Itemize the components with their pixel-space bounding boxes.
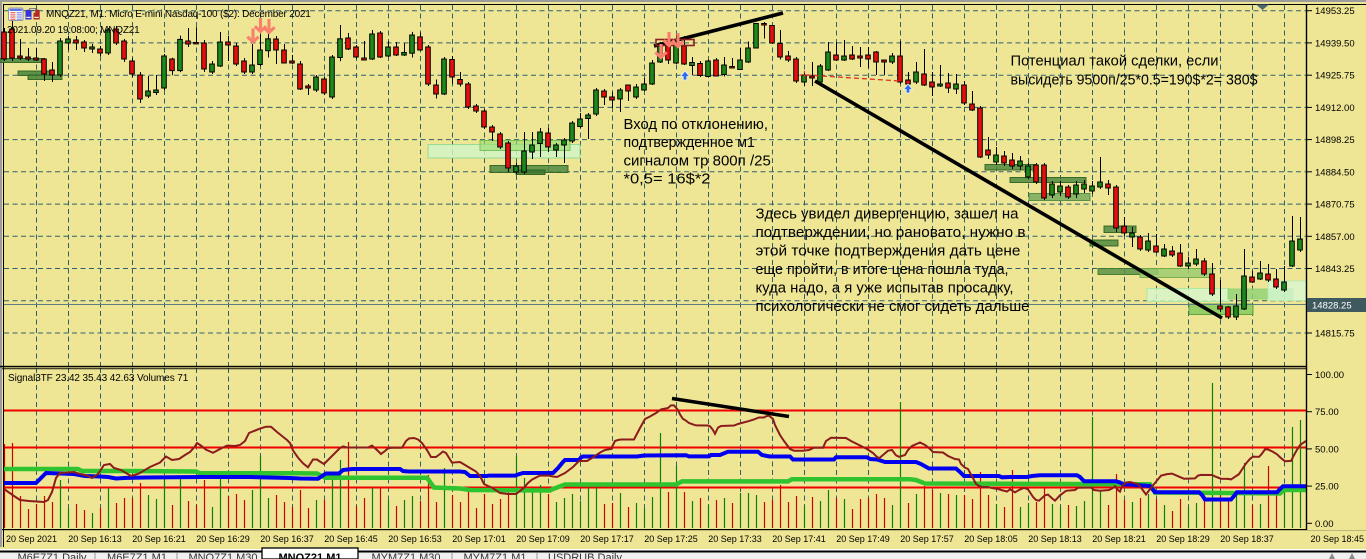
svg-text:14953.25: 14953.25 bbox=[1315, 6, 1355, 17]
svg-text:75.00: 75.00 bbox=[1315, 407, 1339, 418]
svg-text:20 Sep 17:49: 20 Sep 17:49 bbox=[836, 534, 890, 544]
svg-text:MYM7Z1 M1: MYM7Z1 M1 bbox=[464, 552, 527, 559]
svg-text:20 Sep 18:05: 20 Sep 18:05 bbox=[964, 534, 1018, 544]
svg-text:14870.75: 14870.75 bbox=[1315, 200, 1355, 211]
svg-text:20 Sep 18:45: 20 Sep 18:45 bbox=[1310, 534, 1364, 544]
svg-text:0.00: 0.00 bbox=[1315, 519, 1334, 530]
svg-text:MNQZ21, M1: Micro E-mini Nasd: MNQZ21, M1: Micro E-mini Nasdaq-100 ($2)… bbox=[46, 9, 311, 20]
svg-text:*0,5= 16$*2: *0,5= 16$*2 bbox=[624, 172, 711, 188]
svg-text:сигналом тр 800п /25: сигналом тр 800п /25 bbox=[624, 153, 771, 169]
svg-text:подтверждении, но рановато, ну: подтверждении, но рановато, нужно в bbox=[756, 225, 1026, 241]
svg-text:25.00: 25.00 bbox=[1315, 482, 1339, 493]
svg-text:MNQZ21 M1: MNQZ21 M1 bbox=[279, 552, 342, 559]
svg-text:высидеть 9500п/25*0.5=190$*2=: высидеть 9500п/25*0.5=190$*2= 380$ bbox=[1011, 72, 1258, 88]
svg-text:20 Sep 16:37: 20 Sep 16:37 bbox=[260, 534, 314, 544]
svg-text:20 Sep 17:17: 20 Sep 17:17 bbox=[580, 534, 634, 544]
svg-text:Вход по отклонению,: Вход по отклонению, bbox=[624, 117, 769, 133]
svg-text:M6E7Z1 M1: M6E7Z1 M1 bbox=[107, 552, 167, 559]
svg-text:20 Sep 17:41: 20 Sep 17:41 bbox=[772, 534, 826, 544]
svg-text:психологически не смог сидеть: психологически не смог сидеть дальше bbox=[756, 299, 1030, 315]
svg-text:50.00: 50.00 bbox=[1315, 444, 1339, 455]
svg-text:MNQ7Z1 M30: MNQ7Z1 M30 bbox=[188, 552, 257, 559]
svg-text:14828.25: 14828.25 bbox=[1312, 301, 1352, 312]
svg-text:14898.25: 14898.25 bbox=[1315, 135, 1355, 146]
svg-text:14925.75: 14925.75 bbox=[1315, 71, 1355, 82]
svg-text:20 Sep 16:53: 20 Sep 16:53 bbox=[388, 534, 442, 544]
svg-text:14857.00: 14857.00 bbox=[1315, 232, 1355, 243]
svg-text:20 Sep 18:21: 20 Sep 18:21 bbox=[1092, 534, 1146, 544]
svg-text:20 Sep 18:29: 20 Sep 18:29 bbox=[1156, 534, 1210, 544]
svg-text:14815.75: 14815.75 bbox=[1315, 329, 1355, 340]
svg-text:20 Sep 16:13: 20 Sep 16:13 bbox=[68, 534, 122, 544]
svg-text:20 Sep 17:25: 20 Sep 17:25 bbox=[644, 534, 698, 544]
svg-text:20 Sep 17:33: 20 Sep 17:33 bbox=[708, 534, 762, 544]
svg-text:подтвержденное м1: подтвержденное м1 bbox=[624, 135, 755, 151]
svg-text:20 Sep 2021: 20 Sep 2021 bbox=[6, 534, 57, 544]
svg-text:Здесь увидел дивергенцию, заше: Здесь увидел дивергенцию, зашел на bbox=[756, 207, 1020, 223]
svg-text:14884.50: 14884.50 bbox=[1315, 167, 1355, 178]
svg-text:20 Sep 17:01: 20 Sep 17:01 bbox=[452, 534, 506, 544]
svg-text:M6E7Z1 Daily: M6E7Z1 Daily bbox=[17, 552, 87, 559]
svg-text:20 Sep 18:13: 20 Sep 18:13 bbox=[1028, 534, 1082, 544]
svg-text:14939.50: 14939.50 bbox=[1315, 38, 1355, 49]
svg-text:20 Sep 18:37: 20 Sep 18:37 bbox=[1220, 534, 1274, 544]
svg-text:20 Sep 16:29: 20 Sep 16:29 bbox=[196, 534, 250, 544]
svg-text:этой точке подтверждения дать: этой точке подтверждения дать цене bbox=[756, 244, 1021, 260]
svg-text:Потенциал такой сделки, если: Потенциал такой сделки, если bbox=[1011, 54, 1219, 70]
svg-text:14912.00: 14912.00 bbox=[1315, 103, 1355, 114]
svg-text:14843.25: 14843.25 bbox=[1315, 264, 1355, 275]
svg-text:20 Sep 17:57: 20 Sep 17:57 bbox=[900, 534, 954, 544]
svg-text:20 Sep 17:09: 20 Sep 17:09 bbox=[516, 534, 570, 544]
svg-text:20 Sep 16:45: 20 Sep 16:45 bbox=[324, 534, 378, 544]
svg-text:куда надо, а я уже испытав про: куда надо, а я уже испытав просадку, bbox=[756, 281, 1014, 297]
svg-text:20 Sep 16:21: 20 Sep 16:21 bbox=[132, 534, 186, 544]
svg-text:2021.09.20 19:08:00; MNQZ21: 2021.09.20 19:08:00; MNQZ21 bbox=[7, 25, 140, 36]
svg-text:еще пройти, в итоге цена пошла: еще пройти, в итоге цена пошла туда, bbox=[756, 262, 1009, 278]
svg-text:Signal3TF 23.42 35.43 42.63 Vo: Signal3TF 23.42 35.43 42.63 Volumes 71 bbox=[8, 373, 189, 384]
svg-text:USDRUB Daily: USDRUB Daily bbox=[548, 552, 622, 559]
svg-text:MYM7Z1 M30: MYM7Z1 M30 bbox=[371, 552, 440, 559]
svg-text:100.00: 100.00 bbox=[1315, 370, 1344, 381]
